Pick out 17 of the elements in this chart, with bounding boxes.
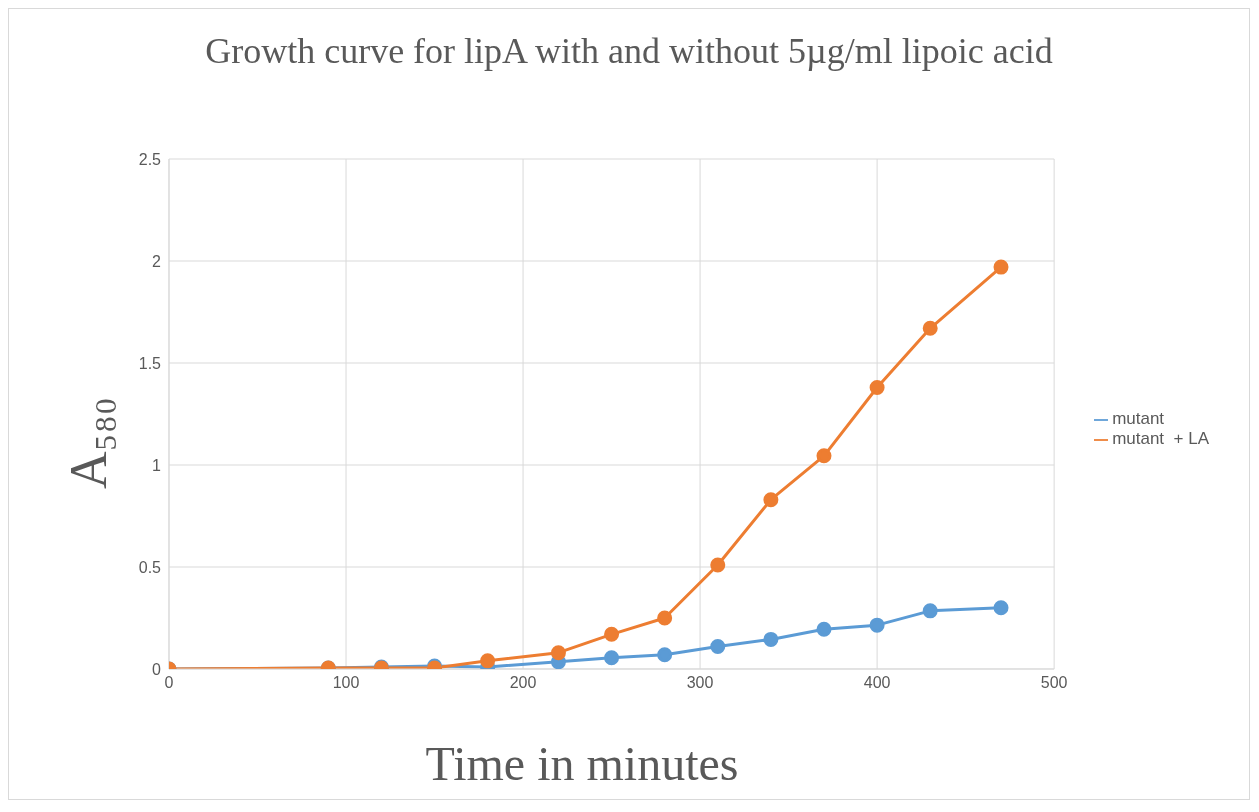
- legend-label: mutant + LA: [1112, 429, 1209, 448]
- chart-title: Growth curve for lipA with and without 5µg/ml lipoic acid: [204, 30, 1054, 73]
- x-tick-label: 100: [332, 674, 360, 692]
- y-tick-label: 0: [152, 660, 162, 678]
- x-tick-label: 300: [686, 674, 714, 692]
- legend-label: mutant: [1112, 409, 1165, 428]
- x-axis-title: Time in minutes: [424, 736, 740, 791]
- x-tick-label: 500: [1040, 674, 1068, 692]
- x-tick-label: 400: [863, 674, 891, 692]
- x-tick-label: 200: [509, 674, 537, 692]
- y-tick-label: 1.5: [138, 354, 162, 372]
- y-axis-title: A₅₈₀: [59, 397, 118, 489]
- y-tick-label: 0.5: [138, 558, 162, 576]
- y-tick-label: 2: [152, 252, 162, 270]
- x-tick-label: 0: [164, 674, 174, 692]
- y-tick-label: 2.5: [138, 150, 162, 168]
- y-tick-label: 1: [152, 456, 162, 474]
